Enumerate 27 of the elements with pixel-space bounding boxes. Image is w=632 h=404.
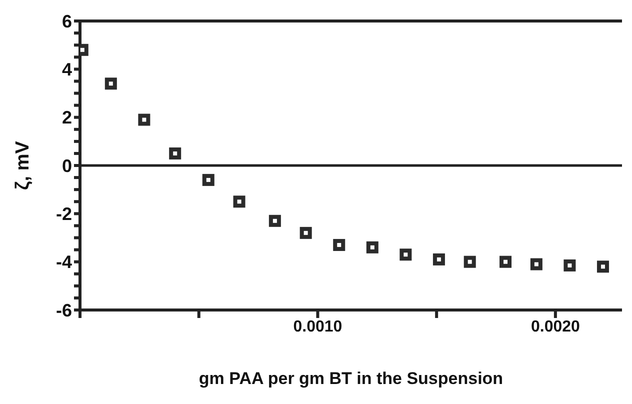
y-tick-label: 0 bbox=[62, 156, 72, 176]
point bbox=[268, 214, 281, 227]
point bbox=[366, 241, 378, 254]
y-tick-label: 2 bbox=[62, 108, 72, 128]
y-tick-label: -4 bbox=[56, 252, 72, 272]
y-tick-label: -2 bbox=[56, 204, 72, 224]
y-tick-label: 6 bbox=[62, 11, 72, 32]
point bbox=[400, 248, 412, 261]
y-axis-title: ζ, mV bbox=[12, 140, 34, 190]
point bbox=[233, 196, 246, 208]
point bbox=[202, 174, 214, 186]
point bbox=[564, 259, 576, 272]
point bbox=[464, 256, 476, 268]
point bbox=[596, 260, 609, 273]
y-tick-label: 4 bbox=[62, 60, 72, 80]
x-tick-label: 0.0010 bbox=[293, 318, 342, 336]
point bbox=[500, 256, 512, 268]
point bbox=[138, 114, 150, 126]
point bbox=[333, 238, 346, 251]
point bbox=[169, 147, 182, 160]
point bbox=[432, 253, 445, 266]
x-tick-label: 0.0020 bbox=[530, 318, 580, 336]
point bbox=[104, 78, 117, 90]
y-tick-label: -6 bbox=[56, 300, 72, 320]
point bbox=[530, 258, 542, 270]
point bbox=[300, 226, 312, 239]
x-axis-title: gm PAA per gm BT in the Suspension bbox=[198, 369, 504, 388]
